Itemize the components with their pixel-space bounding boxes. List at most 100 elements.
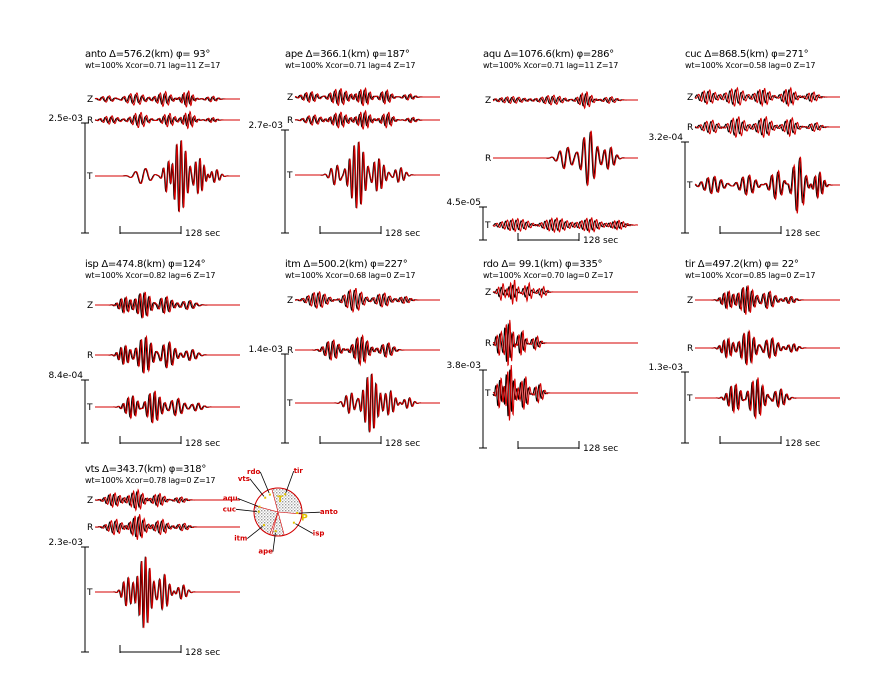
trace-z-synthetic: [493, 90, 638, 110]
station-panel-svg-isp: isp Δ=474.8(km) φ=124°wt=100% Xcor=0.82 …: [48, 259, 240, 449]
beachball-outline: [253, 487, 303, 537]
trace-z-synthetic: [294, 86, 440, 107]
trace-z-synthetic: [95, 291, 240, 319]
component-label-r: R: [687, 123, 693, 133]
beachball-connector-rdo: [259, 471, 270, 494]
trace-z-synthetic: [94, 90, 240, 108]
beachball-station-dot-cuc: [257, 510, 260, 513]
component-label-t: T: [686, 394, 693, 404]
beachball-connector-anto: [298, 511, 320, 514]
beachball-station-label-isp: isp: [313, 530, 325, 538]
time-scale-label: 128 sec: [583, 236, 618, 246]
beachball-connector-isp: [295, 523, 313, 534]
station-panel-svg-ape: ape Δ=366.1(km) φ=187°wt=100% Xcor=0.71 …: [248, 49, 440, 239]
station-panel-svg-cuc: cuc Δ=868.5(km) φ=271°wt=100% Xcor=0.58 …: [648, 49, 840, 239]
component-label-r: R: [287, 116, 293, 126]
component-label-t: T: [484, 389, 491, 399]
beachball-station-label-rdo: rdo: [247, 468, 260, 476]
time-scale-label: 128 sec: [583, 444, 618, 454]
trace-z-observed: [492, 92, 634, 107]
station-subheader: wt=100% Xcor=0.82 lag=6 Z=17: [85, 271, 215, 280]
station-header: anto Δ=576.2(km) φ= 93°: [85, 49, 210, 60]
trace-t-synthetic: [695, 377, 840, 420]
trace-r-synthetic: [493, 319, 638, 367]
station-panel-itm: itm Δ=500.2(km) φ=227° wt=100% Xcor=0.68 …: [238, 255, 443, 473]
component-label-z: Z: [287, 296, 293, 306]
trace-r-synthetic: [95, 334, 240, 374]
component-label-t: T: [286, 171, 293, 181]
station-subheader: wt=100% Xcor=0.70 lag=0 Z=17: [483, 271, 613, 280]
trace-z-synthetic: [695, 285, 840, 315]
component-label-r: R: [87, 116, 93, 126]
component-label-t: T: [86, 588, 93, 598]
station-panel-ape: ape Δ=366.1(km) φ=187° wt=100% Xcor=0.71 …: [238, 45, 443, 263]
station-header: itm Δ=500.2(km) φ=227°: [285, 259, 408, 270]
component-label-t: T: [86, 172, 93, 182]
station-header: isp Δ=474.8(km) φ=124°: [85, 259, 206, 270]
station-subheader: wt=100% Xcor=0.71 lag=4 Z=17: [285, 61, 415, 70]
beachball-station-label-tir: tir: [294, 467, 304, 475]
trace-r-synthetic: [695, 115, 840, 139]
beachball-connector-aqu: [237, 498, 258, 507]
amplitude-scale-label: 2.5e-03: [48, 114, 83, 124]
amplitude-scale-label: 3.8e-03: [446, 361, 481, 371]
trace-t-synthetic: [492, 217, 638, 234]
trace-r-synthetic: [294, 109, 440, 130]
trace-r-synthetic: [95, 110, 240, 130]
trace-z-synthetic: [295, 288, 440, 314]
trace-t-synthetic: [492, 364, 638, 421]
station-header: tir Δ=497.2(km) φ= 22°: [685, 259, 799, 270]
amplitude-scale-label: 8.4e-04: [48, 371, 83, 381]
station-panel-svg-anto: anto Δ=576.2(km) φ= 93°wt=100% Xcor=0.71…: [48, 49, 240, 239]
time-scale-label: 128 sec: [185, 648, 220, 658]
trace-r-synthetic: [493, 130, 638, 187]
component-label-z: Z: [687, 93, 693, 103]
trace-t-synthetic: [295, 373, 440, 433]
time-scale-label: 128 sec: [385, 229, 420, 239]
station-panel-vts: vts Δ=343.7(km) φ=318° wt=100% Xcor=0.78 …: [38, 460, 243, 678]
trace-r-synthetic: [95, 514, 240, 540]
component-label-t: T: [286, 399, 293, 409]
station-subheader: wt=100% Xcor=0.85 lag=0 Z=17: [685, 271, 815, 280]
beachball-connector-itm: [247, 525, 263, 539]
component-label-r: R: [485, 339, 491, 349]
station-panel-svg-vts: vts Δ=343.7(km) φ=318°wt=100% Xcor=0.78 …: [48, 464, 240, 658]
station-subheader: wt=100% Xcor=0.71 lag=11 Z=17: [85, 61, 220, 70]
amplitude-scale-label: 2.7e-03: [248, 121, 283, 131]
component-label-r: R: [287, 346, 293, 356]
station-subheader: wt=100% Xcor=0.71 lag=11 Z=17: [483, 61, 618, 70]
time-scale-label: 128 sec: [785, 439, 820, 449]
station-subheader: wt=100% Xcor=0.68 lag=0 Z=17: [285, 271, 415, 280]
station-panel-isp: isp Δ=474.8(km) φ=124° wt=100% Xcor=0.82 …: [38, 255, 243, 473]
trace-z-observed: [694, 88, 836, 106]
amplitude-scale-label: 3.2e-04: [648, 133, 683, 143]
beachball-connector-tir: [285, 470, 295, 493]
beachball-t-axis: T: [277, 495, 284, 505]
station-header: aqu Δ=1076.6(km) φ=286°: [483, 49, 614, 60]
beachball-station-label-aqu: aqu: [223, 494, 238, 502]
component-label-t: T: [686, 181, 693, 191]
component-label-z: Z: [687, 296, 693, 306]
component-label-z: Z: [485, 288, 491, 298]
trace-z-synthetic: [694, 86, 840, 108]
component-label-r: R: [687, 344, 693, 354]
component-label-r: R: [87, 351, 93, 361]
trace-z-synthetic: [492, 279, 638, 306]
station-header: cuc Δ=868.5(km) φ=271°: [685, 49, 809, 60]
component-label-r: R: [87, 523, 93, 533]
beachball-connector-cuc: [235, 508, 258, 512]
component-label-z: Z: [87, 95, 93, 105]
beachball-station-dot-ape: [274, 530, 277, 533]
beachball-station-label-itm: itm: [234, 535, 247, 543]
trace-t-synthetic: [695, 156, 840, 214]
beachball-station-dot-anto: [296, 512, 299, 514]
time-scale-label: 128 sec: [185, 229, 220, 239]
station-header: vts Δ=343.7(km) φ=318°: [85, 464, 206, 475]
station-panel-aqu: aqu Δ=1076.6(km) φ=286° wt=100% Xcor=0.71…: [436, 45, 641, 263]
beachball-station-dot-rdo: [268, 493, 271, 496]
beachball-station-dot-itm: [263, 524, 265, 527]
trace-r-observed: [294, 112, 436, 128]
trace-r-synthetic: [295, 333, 440, 367]
beachball-station-label-vts: vts: [238, 475, 250, 483]
component-label-t: T: [484, 221, 491, 231]
